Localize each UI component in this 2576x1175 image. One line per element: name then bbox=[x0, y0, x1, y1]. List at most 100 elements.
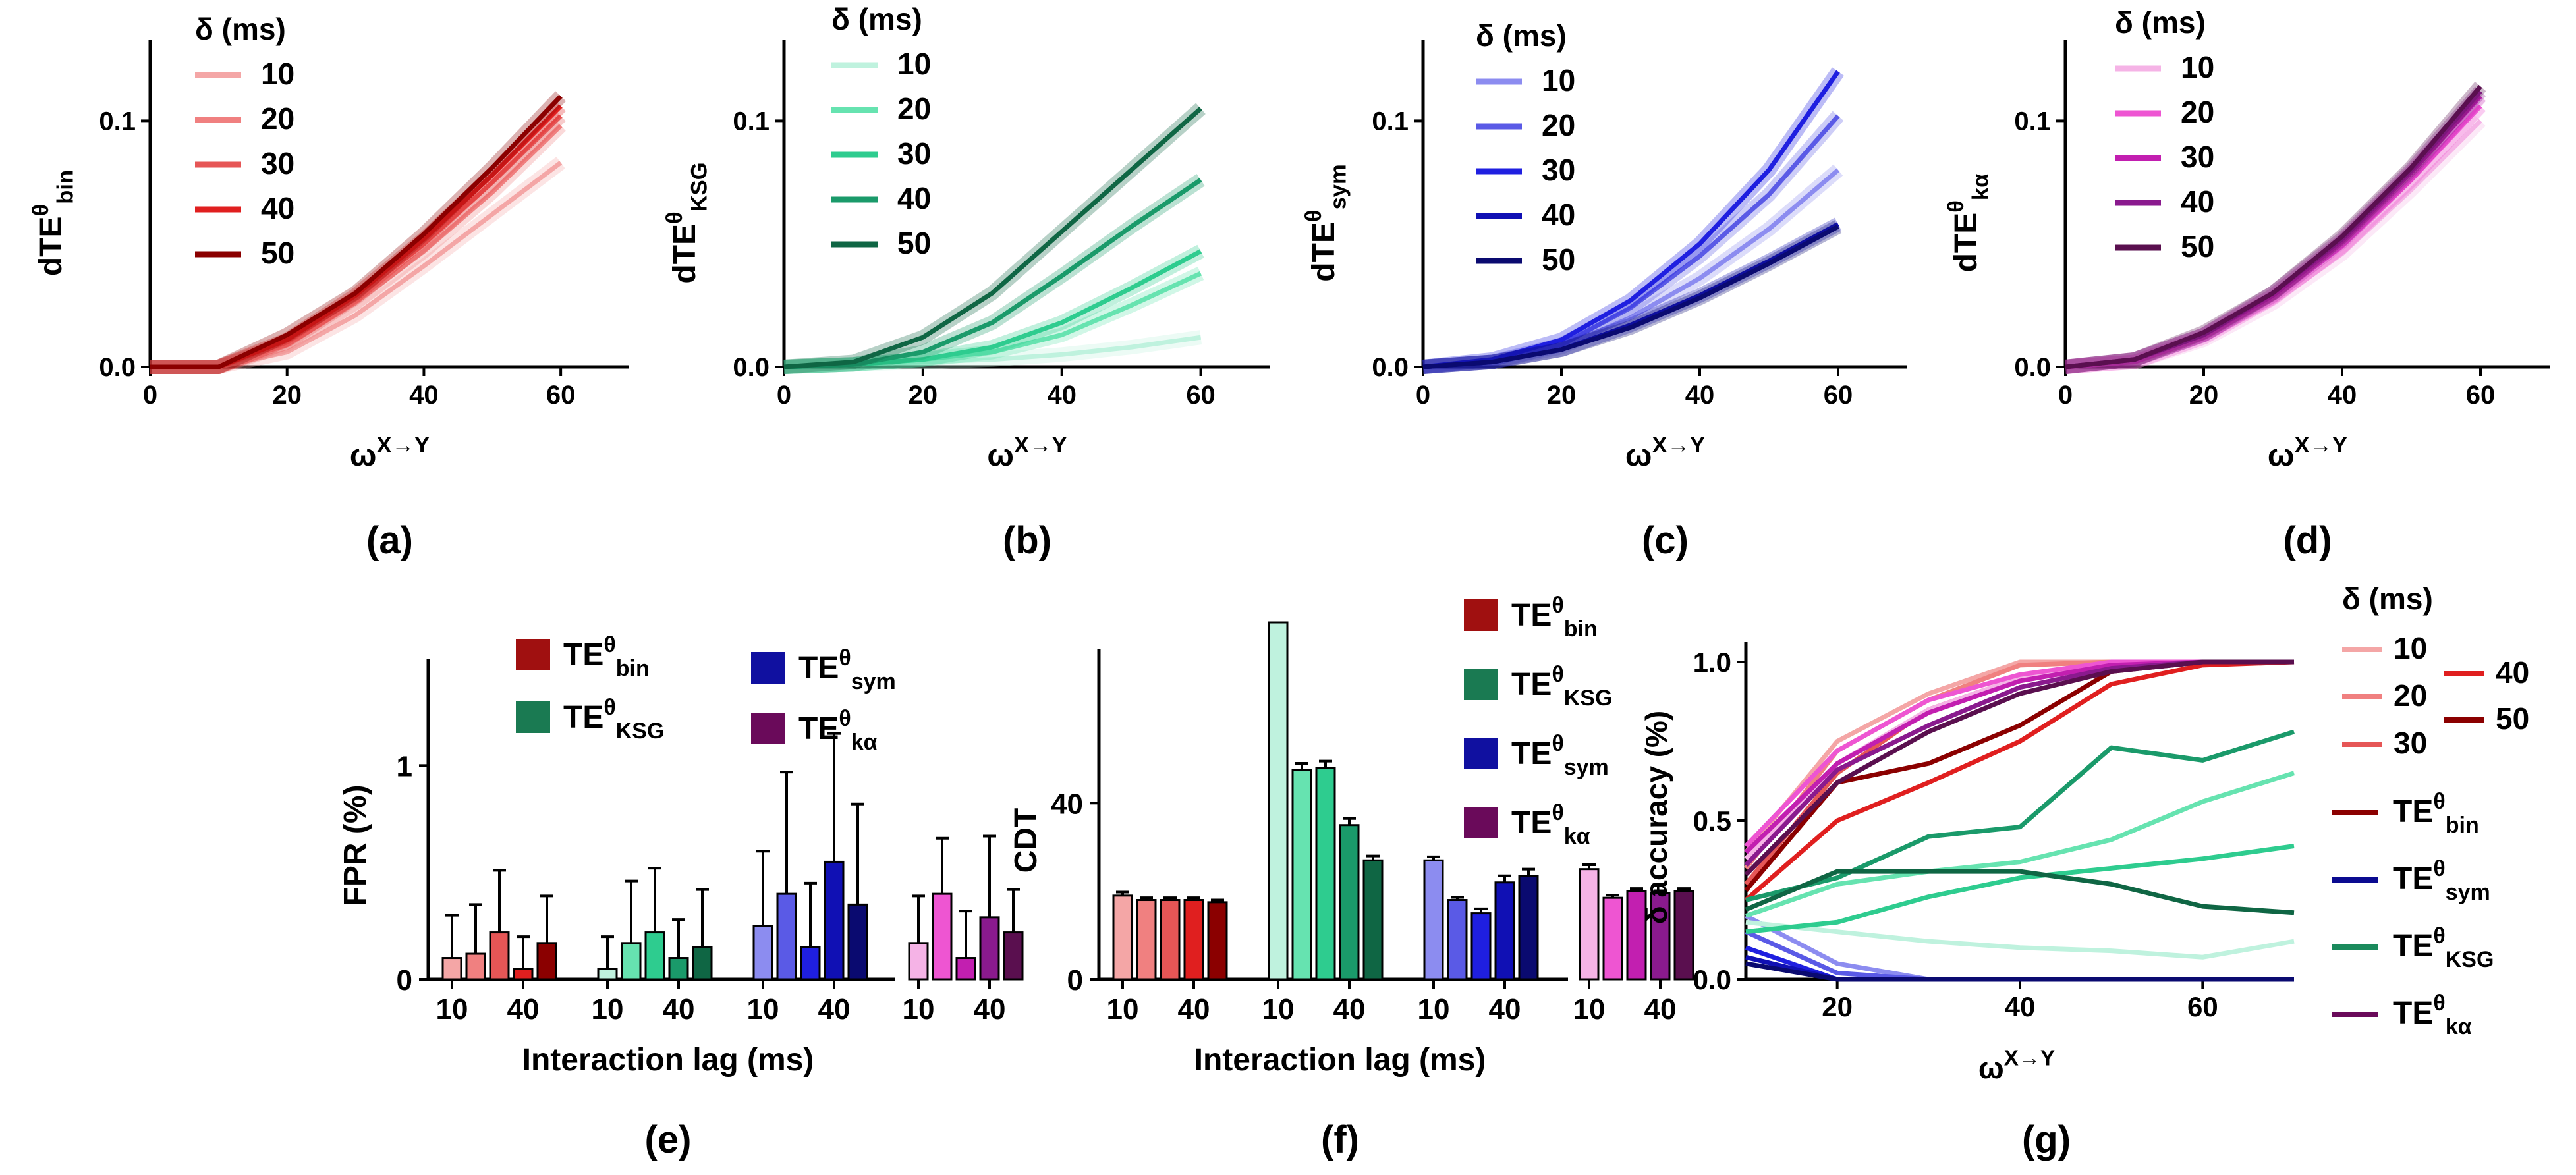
panel-g-method-label-sym: TEθsym bbox=[2393, 856, 2490, 905]
panel-d-xlabel-main: ω bbox=[2268, 438, 2295, 473]
panel-f-x-tick-label: 40 bbox=[1178, 993, 1210, 1025]
panel-d-legend-label-40: 40 bbox=[2181, 184, 2214, 219]
panel-d-series-30-line bbox=[2065, 94, 2482, 369]
panel-d-series-30-band bbox=[2064, 91, 2486, 374]
panel-b-label: (b) bbox=[1003, 519, 1051, 562]
panel-g-x-tick-label: 60 bbox=[2187, 991, 2218, 1022]
panel-e-legend-swatch-kα bbox=[751, 713, 785, 744]
panel-f-bar-bin-2 bbox=[1136, 899, 1157, 981]
panel-f-bar-kα-1 bbox=[1579, 868, 1600, 981]
panel-d-label: (d) bbox=[2283, 519, 2332, 562]
panel-b-y-tick-label: 0.0 bbox=[733, 353, 770, 382]
panel-g-method-theta: θ bbox=[2433, 856, 2445, 881]
panel-a-x-tick-label: 20 bbox=[272, 381, 302, 410]
panel-a-ylabel: dTEθbin bbox=[28, 170, 78, 276]
panel-g-legend-label-10: 10 bbox=[2394, 631, 2427, 665]
panel-e-legend-theta: θ bbox=[839, 645, 851, 670]
panel-g-method-theta: θ bbox=[2433, 923, 2445, 948]
panel-a-ylabel-sub: bin bbox=[53, 170, 78, 204]
panel-c-xlabel-sup: X→Y bbox=[1652, 433, 1705, 458]
panel-d-legend-label-30: 30 bbox=[2181, 140, 2214, 174]
panel-c-series-10-line bbox=[1422, 168, 1840, 369]
panel-f-bar-sym-3 bbox=[1470, 912, 1492, 981]
panel-e-bar-sym-4 bbox=[824, 860, 845, 981]
panel-d-series-40-line bbox=[2065, 90, 2482, 369]
panel-e-legend-method: KSG bbox=[616, 719, 665, 744]
panel-g-method-name: kα bbox=[2446, 1014, 2472, 1039]
panel-d-x-tick-label: 0 bbox=[2058, 381, 2073, 410]
panel-g-method-theta: θ bbox=[2433, 991, 2445, 1016]
panel-g-method-name: sym bbox=[2446, 880, 2490, 905]
panel-a-series-50-band bbox=[150, 91, 567, 374]
panel-e-bar-KSG-4 bbox=[668, 957, 689, 981]
panel-e-legend-method: sym bbox=[851, 669, 896, 694]
panel-f-bar-kα-3 bbox=[1626, 890, 1647, 981]
panel-b-series-40-line bbox=[783, 178, 1202, 369]
panel-b-x-tick-label: 20 bbox=[909, 381, 938, 410]
panel-g-method-te: TE bbox=[2393, 996, 2433, 1031]
panel-d-series-50-line bbox=[2065, 84, 2482, 369]
panel-d-y-tick-label: 0.1 bbox=[2014, 107, 2051, 136]
panel-e-legend-label-kα: TEθkα bbox=[798, 706, 878, 755]
panel-e-x-tick-label: 10 bbox=[436, 993, 468, 1025]
panel-g-y-tick-label: 0.0 bbox=[1693, 964, 1731, 995]
panel-c-legend-label-30: 30 bbox=[1542, 153, 1575, 187]
panel-e-legend-method: bin bbox=[616, 656, 650, 681]
panel-a-legend-label-20: 20 bbox=[261, 101, 294, 136]
panel-f-xlabel: Interaction lag (ms) bbox=[1194, 1043, 1486, 1078]
panel-g-y-tick-label: 1.0 bbox=[1693, 647, 1731, 678]
panel-e-y-tick-label: 0 bbox=[397, 964, 412, 997]
panel-a-legend-label-50: 50 bbox=[261, 236, 294, 270]
panel-d-xlabel: ωX→Y bbox=[2268, 433, 2347, 473]
panel-c-y-tick-label: 0.1 bbox=[1372, 107, 1409, 136]
panel-f-bar-KSG-5 bbox=[1362, 859, 1384, 981]
panel-e-legend-te: TE bbox=[798, 711, 839, 746]
panel-c-series-30-line bbox=[1422, 70, 1840, 369]
panel-e-legend-theta: θ bbox=[839, 706, 851, 731]
panel-b-legend-label-20: 20 bbox=[897, 92, 931, 126]
panel-b-ylabel: dTEθKSG bbox=[662, 162, 712, 283]
panel-c-series-50-line bbox=[1422, 224, 1839, 369]
panel-a-series-40-band bbox=[150, 101, 566, 374]
panel-f-bar-bin-1 bbox=[1112, 894, 1133, 981]
panel-b-xlabel: ωX→Y bbox=[987, 433, 1067, 473]
panel-a-xlabel-sup: X→Y bbox=[376, 433, 430, 458]
panel-f-x-tick-label: 10 bbox=[1262, 993, 1295, 1025]
panel-a-legend-title: δ (ms) bbox=[195, 12, 286, 46]
panel-c-series-10-band bbox=[1422, 164, 1843, 374]
panel-d-series-20-line bbox=[2065, 104, 2482, 369]
panel-f-legend-theta: θ bbox=[1552, 800, 1563, 825]
panel-g-method-name: bin bbox=[2446, 813, 2479, 838]
panel-e-bar-kα-5 bbox=[1003, 931, 1024, 981]
panel-g-y-tick-label: 0.5 bbox=[1693, 806, 1731, 836]
panel-f-bar-sym-2 bbox=[1447, 899, 1468, 981]
panel-c-label: (c) bbox=[1642, 519, 1689, 562]
panel-f-legend-te: TE bbox=[1511, 667, 1552, 702]
panel-g-legend-label-30: 30 bbox=[2394, 726, 2427, 760]
panel-b-ylabel-main: dTE bbox=[667, 224, 702, 284]
panel-b-series-50-line bbox=[783, 107, 1202, 369]
panel-g-x-tick-label: 20 bbox=[1822, 991, 1853, 1022]
panel-f-bar-kα-4 bbox=[1650, 892, 1671, 981]
panel-g-method-label-KSG: TEθKSG bbox=[2393, 923, 2494, 972]
panel-d-ylabel-sub: kα bbox=[1968, 174, 1993, 200]
panel-g-method-te: TE bbox=[2393, 794, 2433, 829]
panel-a-y-tick-label: 0.0 bbox=[99, 353, 136, 382]
panel-d-x-tick-label: 60 bbox=[2466, 381, 2496, 410]
panel-c-legend-title: δ (ms) bbox=[1476, 18, 1567, 53]
panel-f-legend-te: TE bbox=[1511, 598, 1552, 633]
panel-f-legend-method: bin bbox=[1564, 616, 1598, 642]
panel-a-x-tick-label: 0 bbox=[143, 381, 157, 410]
panel-g-label: (g) bbox=[2022, 1118, 2071, 1161]
panel-e-bar-bin-4 bbox=[513, 968, 534, 981]
panel-f-legend-label-sym: TEθsym bbox=[1511, 731, 1609, 780]
panel-g-legend-label-40: 40 bbox=[2496, 655, 2529, 690]
panel-a-x-tick-label: 40 bbox=[409, 381, 439, 410]
panel-e-legend-theta: θ bbox=[603, 695, 615, 720]
panel-d-legend-label-10: 10 bbox=[2181, 50, 2214, 84]
panel-g-method-label-kα: TEθkα bbox=[2393, 991, 2472, 1039]
panel-e-legend-method: kα bbox=[851, 730, 878, 755]
panel-e-bar-sym-1 bbox=[752, 925, 773, 981]
panel-f-y-tick-label: 40 bbox=[1051, 788, 1083, 820]
panel-f-legend-label-bin: TEθbin bbox=[1511, 593, 1598, 642]
